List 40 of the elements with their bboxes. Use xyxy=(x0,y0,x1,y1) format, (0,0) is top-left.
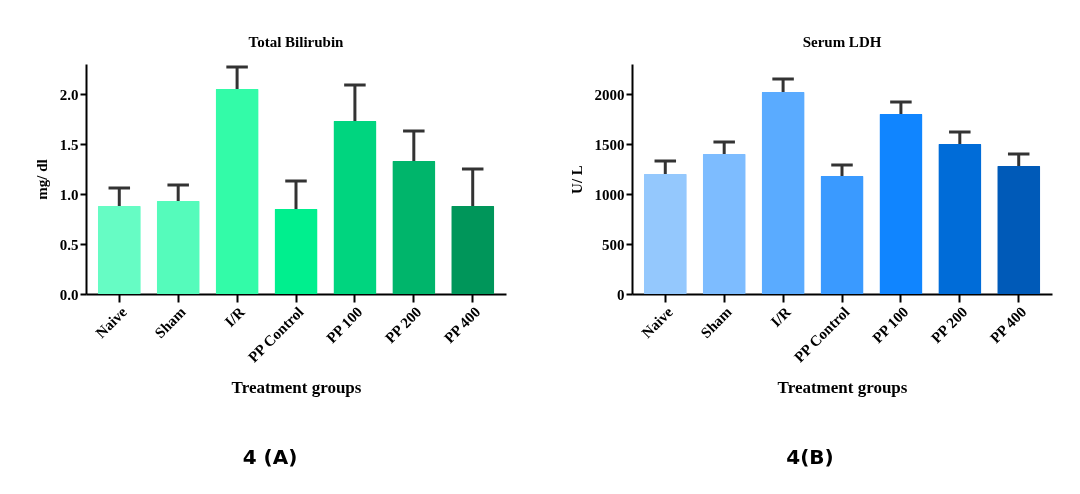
y-tick-label: 2.0 xyxy=(59,86,79,103)
x-tick-label: PP 100 xyxy=(868,303,912,347)
x-tick-label: PP 400 xyxy=(441,303,484,347)
x-tick-label: PP 400 xyxy=(986,303,1029,347)
bar xyxy=(215,89,259,294)
bar xyxy=(156,201,200,294)
y-axis-title: mg/ dl xyxy=(33,159,50,200)
y-tick-label: 0.0 xyxy=(59,286,79,303)
bar xyxy=(996,166,1040,294)
chart-title: Total Bilirubin xyxy=(248,34,345,50)
y-tick-label: 1.0 xyxy=(59,186,79,203)
y-tick-label: 0 xyxy=(616,286,624,303)
y-tick-label: 500 xyxy=(601,236,624,253)
bar xyxy=(451,206,495,294)
bar xyxy=(878,114,922,294)
bar xyxy=(761,92,805,294)
x-tick-label: PP 100 xyxy=(323,303,366,347)
x-tick-label: PP 200 xyxy=(382,303,425,347)
bar xyxy=(820,176,863,294)
bar xyxy=(702,154,746,294)
chart-title: Serum LDH xyxy=(802,34,882,50)
x-tick-label: PP 200 xyxy=(927,303,970,347)
y-axis-title: U/ L xyxy=(568,165,584,194)
y-tick-label: 0.5 xyxy=(59,236,79,253)
x-tick-label: I/R xyxy=(221,303,248,330)
x-axis-title: Treatment groups xyxy=(231,377,362,397)
bar xyxy=(97,206,141,294)
bar xyxy=(392,161,436,294)
bar xyxy=(274,209,318,294)
y-tick-label: 1000 xyxy=(594,186,624,203)
text: 4(B) xyxy=(786,445,834,469)
bar xyxy=(937,144,981,294)
y-tick-label: 1.5 xyxy=(59,136,79,153)
bar xyxy=(333,121,377,294)
x-axis-title: Treatment groups xyxy=(777,377,908,397)
text: 4 (A) xyxy=(242,445,298,469)
x-tick-label: I/R xyxy=(767,303,794,330)
bar xyxy=(643,174,687,294)
y-tick-label: 2000 xyxy=(594,86,624,103)
y-tick-label: 1500 xyxy=(594,136,624,153)
